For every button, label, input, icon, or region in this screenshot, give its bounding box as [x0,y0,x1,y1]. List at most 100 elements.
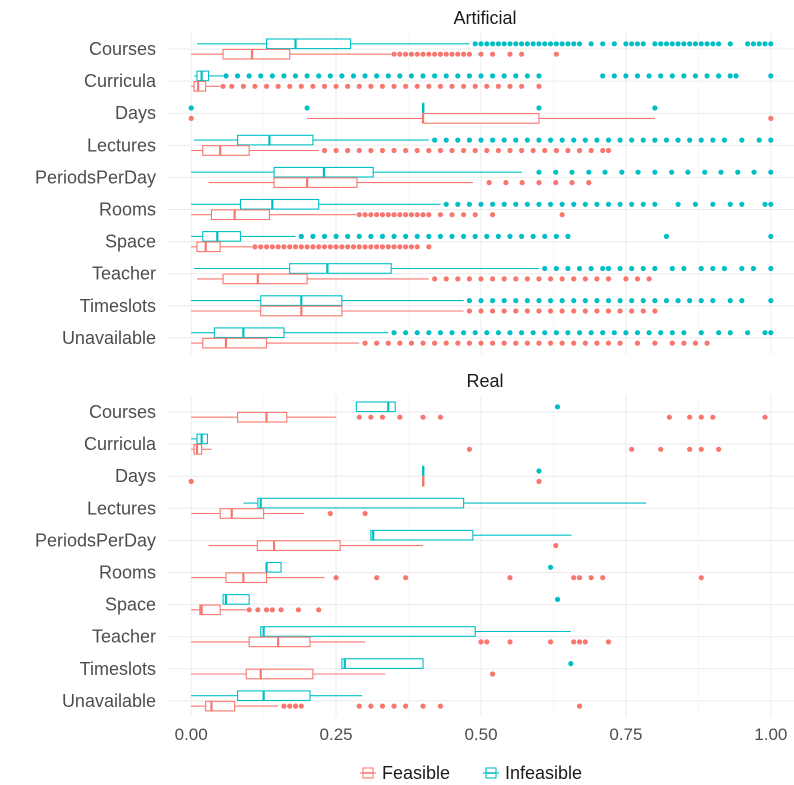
outlier-point [559,276,565,282]
outlier-point [513,201,519,207]
outlier-point [524,276,530,282]
outlier-point [255,607,261,613]
outlier-point [576,265,583,272]
outlier-point [466,446,473,452]
outlier-point [362,340,368,346]
legend: Feasible Infeasible [360,763,582,783]
outlier-point [629,308,635,314]
outlier-point [582,340,588,346]
outlier-point [565,147,571,154]
facet-title: Real [466,371,503,391]
box-lectures-infeasible [194,134,774,146]
iqr-box [202,337,268,349]
outlier-point [716,446,722,452]
outlier-point [478,73,484,79]
outlier-point [559,308,565,314]
outlier-point [594,201,600,207]
outlier-point [588,147,594,154]
outlier-point [327,73,333,79]
legend-label: Infeasible [505,763,582,783]
outlier-point [547,137,554,143]
box-teacher-feasible [191,636,612,648]
outlier-point [472,41,478,47]
outlier-point [681,340,687,346]
outlier-point [698,298,704,304]
outlier-point [600,147,606,154]
outlier-point [576,703,583,709]
box-rooms-feasible [191,572,704,584]
outlier-point [536,83,542,89]
outlier-point [681,330,687,336]
outlier-point [287,83,293,89]
outlier-point [685,169,691,175]
outlier-point [718,169,724,175]
outlier-point [513,298,519,304]
outlier-point [385,73,391,79]
outlier-point [605,137,612,143]
outlier-point [489,212,496,218]
box-space-feasible [191,604,322,616]
outlier-point [507,147,513,154]
outlier-point [652,265,658,272]
outlier-point [269,73,275,79]
outlier-point [327,510,333,517]
outlier-point [536,169,542,175]
outlier-point [698,330,704,336]
box-timeslots-feasible [191,305,658,317]
iqr-box [219,508,265,519]
outlier-point [443,51,449,57]
outlier-point [501,308,507,314]
outlier-point [350,244,357,250]
outlier-point [362,244,368,250]
outlier-point [721,137,728,143]
outlier-point [571,298,577,304]
outlier-point [426,51,432,57]
outlier-point [385,340,391,346]
series-feasible [188,411,768,712]
outlier-point [687,41,693,47]
iqr-box [237,690,311,702]
outlier-point [374,575,380,581]
outlier-point [727,41,733,47]
outlier-point [594,298,600,304]
outlier-point [432,73,438,79]
outlier-point [652,169,658,175]
outlier-point [426,83,432,89]
outlier-point [710,298,716,304]
box-courses-feasible [191,411,768,423]
outlier-point [652,137,658,143]
outlier-point [362,212,368,218]
box-teacher-infeasible [260,626,571,637]
outlier-point [518,233,525,239]
iqr-box [239,198,320,210]
outlier-point [507,41,513,47]
outlier-point [437,83,444,89]
outlier-point [640,298,646,304]
outlier-point [513,73,519,79]
outlier-point [675,41,681,47]
outlier-point [455,51,461,57]
outlier-point [287,703,293,709]
outlier-point [403,703,409,709]
outlier-point [536,468,542,474]
outlier-point [652,105,658,111]
outlier-point [565,233,571,239]
category-label: Rooms [99,563,156,583]
outlier-point [576,147,583,154]
x-tick-label: 0.75 [609,725,642,744]
category-label: Lectures [87,135,156,155]
legend-entry-infeasible: Infeasible [483,763,582,783]
outlier-point [188,115,194,121]
outlier-point [246,607,252,613]
outlier-point [484,330,490,336]
iqr-box [196,241,221,253]
outlier-point [466,308,473,314]
outlier-point [478,308,484,314]
outlier-point [461,83,467,89]
outlier-point [669,330,675,336]
outlier-point [559,201,565,207]
outlier-point [501,41,507,47]
outlier-point [640,308,646,314]
outlier-point [466,201,473,207]
